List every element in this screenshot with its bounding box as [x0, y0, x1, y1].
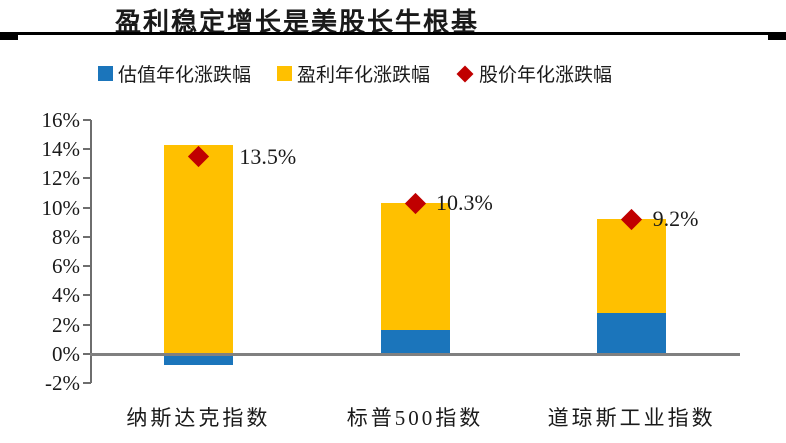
legend: 估值年化涨跌幅 盈利年化涨跌幅 股价年化涨跌幅 [98, 60, 612, 87]
bar-segment-profit [380, 203, 450, 331]
y-axis-tick-label: 8% [52, 224, 80, 249]
y-axis-tick-label: 14% [41, 137, 81, 162]
header-rule [0, 32, 786, 35]
y-axis-tick [83, 235, 91, 238]
header-rule-right-cap [768, 34, 786, 40]
y-axis-tick-label: 16% [41, 108, 81, 132]
legend-label-profit: 盈利年化涨跌幅 [297, 65, 431, 86]
square-icon [277, 66, 293, 81]
x-axis-category-label: 道琼斯工业指数 [547, 406, 716, 430]
bar-segment-valuation [380, 330, 450, 354]
x-axis-category-label: 标普500指数 [346, 406, 484, 430]
x-axis-zero-line [90, 352, 740, 356]
y-axis-tick [83, 206, 91, 209]
bar-segment-profit [597, 219, 667, 313]
y-axis-tick [83, 323, 91, 326]
bar-segment-valuation [163, 353, 233, 366]
bar-segment-profit [163, 144, 233, 354]
y-axis-tick [83, 177, 91, 180]
y-axis-tick [83, 352, 91, 355]
legend-label-price: 股价年化涨跌幅 [479, 65, 613, 86]
y-axis-tick [83, 294, 91, 297]
x-axis-category-label: 纳斯达克指数 [126, 406, 271, 430]
price-value-label: 9.2% [652, 206, 699, 232]
y-axis-tick [83, 148, 91, 151]
bar-segment-valuation [597, 312, 667, 354]
y-axis-tick [83, 119, 91, 121]
header-rule-left-cap [0, 34, 18, 40]
square-icon [98, 66, 113, 81]
price-value-label: 10.3% [436, 190, 493, 216]
y-axis-line [90, 120, 92, 383]
y-axis-tick-label: 2% [52, 312, 80, 337]
y-axis-tick [83, 382, 91, 384]
y-axis-tick [83, 265, 91, 268]
y-axis-tick-label: 12% [41, 166, 81, 191]
y-axis-tick-label: 6% [52, 254, 80, 279]
y-axis-tick-label: 0% [52, 341, 80, 366]
legend-label-valuation: 估值年化涨跌幅 [118, 65, 252, 86]
y-axis-tick-label: 10% [41, 195, 81, 220]
y-axis-tick-label: -2% [45, 371, 80, 395]
y-axis-tick-label: 4% [52, 283, 80, 308]
price-value-label: 13.5% [239, 143, 297, 169]
legend-item-valuation: 估值年化涨跌幅 [98, 60, 251, 87]
legend-item-profit: 盈利年化涨跌幅 [277, 60, 430, 87]
legend-item-price: 股价年化涨跌幅 [456, 60, 612, 87]
